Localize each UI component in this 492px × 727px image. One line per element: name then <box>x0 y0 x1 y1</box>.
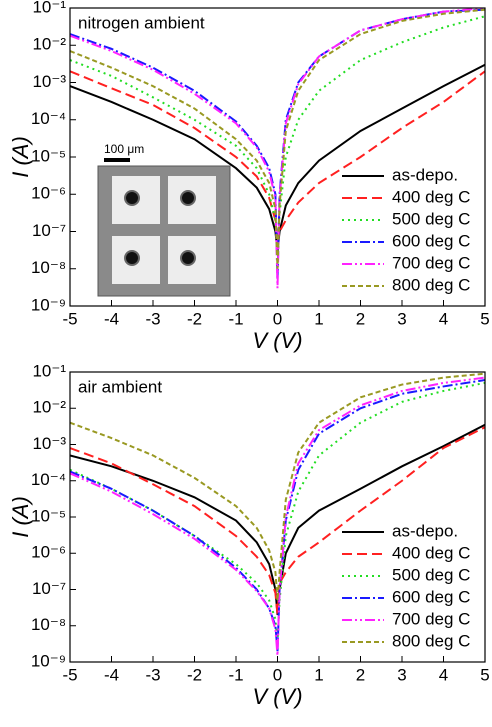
dot <box>124 190 140 206</box>
panel-title: air ambient <box>78 377 162 396</box>
series-line <box>70 376 485 656</box>
x-tick-label: 3 <box>397 309 406 328</box>
x-tick-label: -2 <box>187 665 202 684</box>
legend-label: 600 deg C <box>392 231 470 250</box>
x-tick-label: 4 <box>439 309 448 328</box>
x-tick-label: 1 <box>314 309 323 328</box>
series-line <box>70 8 485 289</box>
x-tick-label: -5 <box>62 665 77 684</box>
y-tick-label: 10⁻⁶ <box>31 184 66 203</box>
series-line <box>70 372 485 601</box>
x-tick-label: 0 <box>273 665 282 684</box>
y-tick-label: 10⁻³ <box>32 434 66 453</box>
series-line <box>70 426 485 615</box>
legend-label: 800 deg C <box>392 631 470 650</box>
plot-frame <box>69 7 486 307</box>
x-tick-label: -3 <box>145 665 160 684</box>
y-tick-label: 10⁻⁸ <box>31 615 66 634</box>
y-tick-label: 10⁻⁷ <box>32 579 66 598</box>
series-line <box>70 379 485 652</box>
y-axis-label: I (A) <box>8 496 33 538</box>
legend-label: 500 deg C <box>392 209 470 228</box>
y-tick-label: 10⁻⁹ <box>31 651 66 670</box>
y-tick-label: 10⁻³ <box>32 72 66 91</box>
y-tick-label: 10⁻⁵ <box>31 506 66 525</box>
dot <box>180 250 196 266</box>
x-tick-label: 2 <box>356 665 365 684</box>
x-tick-label: 4 <box>439 665 448 684</box>
x-axis-label: V (V) <box>252 684 302 709</box>
legend-label: 600 deg C <box>392 587 470 606</box>
legend-label: 800 deg C <box>392 275 470 294</box>
y-tick-label: 10⁻⁷ <box>32 221 66 240</box>
y-tick-label: 10⁻⁸ <box>31 258 66 277</box>
y-tick-label: 10⁻⁹ <box>31 295 66 314</box>
x-tick-label: 0 <box>273 309 282 328</box>
x-axis-label: V (V) <box>252 328 302 353</box>
legend-label: 400 deg C <box>392 543 470 562</box>
legend-label: 500 deg C <box>392 565 470 584</box>
legend-label: 700 deg C <box>392 253 470 272</box>
y-tick-label: 10⁻² <box>32 398 66 417</box>
inset-label: 100 μm <box>104 142 144 156</box>
y-tick-label: 10⁻⁶ <box>31 543 66 562</box>
x-tick-label: -1 <box>228 309 243 328</box>
x-tick-label: -4 <box>104 309 119 328</box>
x-tick-label: 3 <box>397 665 406 684</box>
y-tick-label: 10⁻² <box>32 35 66 54</box>
x-tick-label: -2 <box>187 309 202 328</box>
legend-label: as-depo. <box>392 165 458 184</box>
y-tick-label: 10⁻⁵ <box>31 146 66 165</box>
y-axis-label: I (A) <box>8 136 33 178</box>
x-tick-label: -1 <box>228 665 243 684</box>
inset <box>97 165 231 297</box>
legend-label: as-depo. <box>392 521 458 540</box>
y-tick-label: 10⁻⁴ <box>31 470 66 489</box>
x-tick-label: -3 <box>145 309 160 328</box>
legend-label: 700 deg C <box>392 609 470 628</box>
legend-label: 400 deg C <box>392 187 470 206</box>
x-tick-label: 1 <box>314 665 323 684</box>
x-tick-label: 5 <box>480 665 489 684</box>
series-line <box>70 15 485 252</box>
panel-title: nitrogen ambient <box>78 13 205 32</box>
plot-frame <box>69 371 486 663</box>
x-tick-label: -4 <box>104 665 119 684</box>
x-tick-label: 2 <box>356 309 365 328</box>
y-tick-label: 10⁻¹ <box>32 361 66 380</box>
dot <box>180 190 196 206</box>
y-tick-label: 10⁻⁴ <box>31 109 66 128</box>
x-tick-label: 5 <box>480 309 489 328</box>
series-line <box>70 8 485 269</box>
x-tick-label: -5 <box>62 309 77 328</box>
y-tick-label: 10⁻¹ <box>32 0 66 16</box>
series-line <box>70 423 485 615</box>
dot <box>124 250 140 266</box>
